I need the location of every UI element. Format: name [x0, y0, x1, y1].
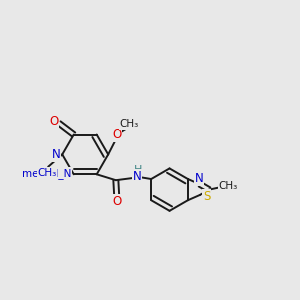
Text: N: N — [52, 148, 61, 161]
Text: O: O — [112, 128, 122, 141]
Text: H: H — [134, 165, 142, 175]
Text: CH₃: CH₃ — [119, 119, 139, 129]
Text: N: N — [194, 172, 203, 185]
Text: CH₃: CH₃ — [218, 181, 238, 191]
Text: S: S — [203, 190, 210, 203]
Text: N: N — [133, 170, 141, 183]
Text: CH₃: CH₃ — [37, 168, 56, 178]
Text: O: O — [49, 116, 58, 128]
Text: O: O — [113, 195, 122, 208]
Text: methyl_N: methyl_N — [22, 168, 71, 179]
